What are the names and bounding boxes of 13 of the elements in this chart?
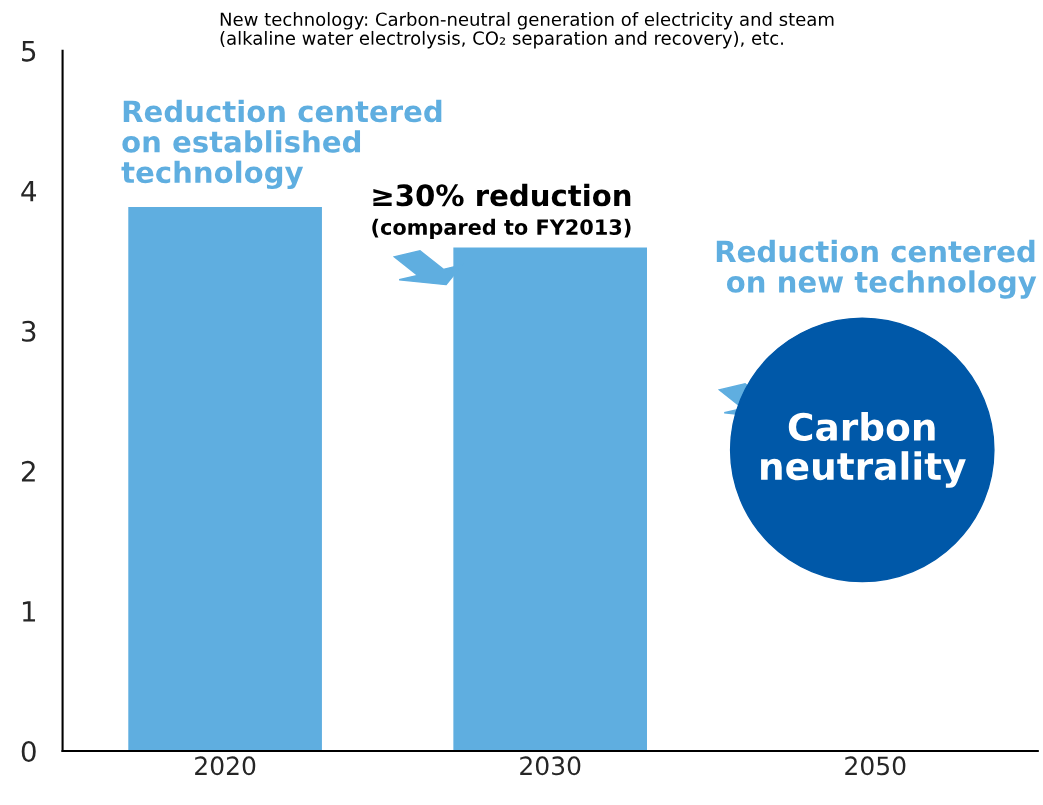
annotation: (compared to FY2013) bbox=[372, 218, 631, 239]
y-tick-label: 5 bbox=[22, 41, 36, 62]
x-tick-label: 2030 bbox=[520, 756, 581, 776]
x-tick-label: 2050 bbox=[845, 756, 906, 776]
annotation: Carbon neutrality bbox=[761, 412, 966, 488]
y-tick-label: 2 bbox=[21, 460, 35, 482]
y-tick-label: 1 bbox=[22, 601, 36, 622]
text: New technology: Carbon-neutral generation of electricity and steam (alkaline water electrolysis, CO₂ separation and recovery), etc. bbox=[220, 12, 834, 49]
y-tick-label: 0 bbox=[21, 741, 36, 763]
y-tick-label: 4 bbox=[21, 181, 37, 202]
x-tick-label: 2020 bbox=[195, 756, 256, 776]
y-tick-label: 3 bbox=[22, 320, 36, 342]
annotation: Reduction centered on new technology bbox=[716, 239, 1037, 299]
